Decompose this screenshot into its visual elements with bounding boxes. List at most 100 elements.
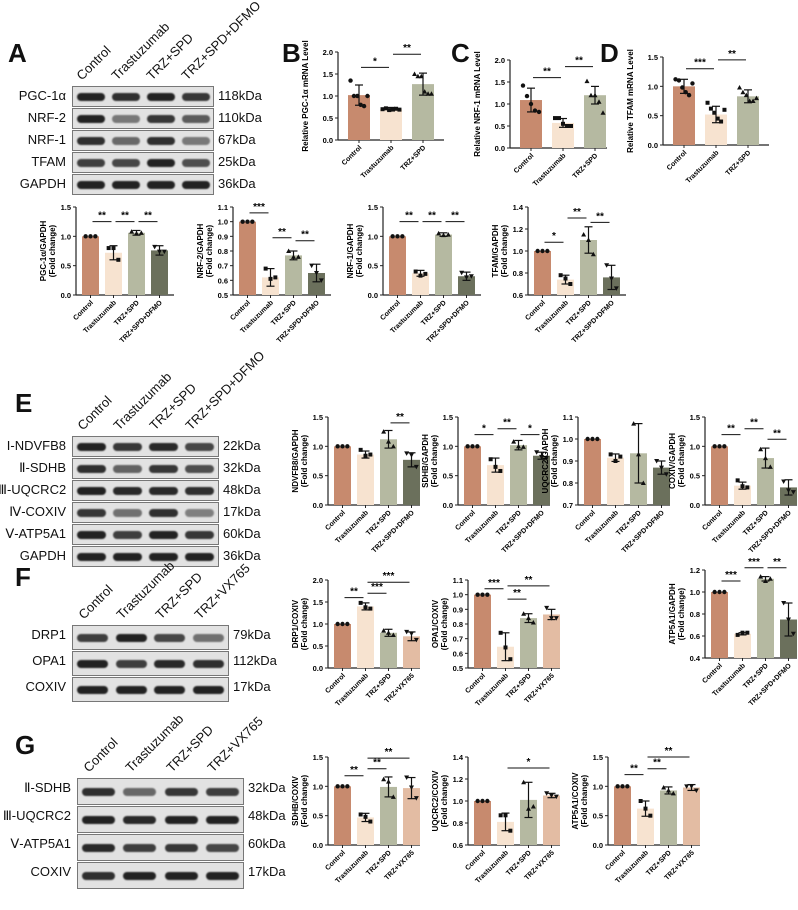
protein-label: TFAM	[31, 154, 66, 169]
bar	[403, 636, 420, 668]
protein-band	[111, 158, 140, 167]
y-axis-label: OPA1/COXIV	[431, 599, 440, 648]
protein-label: Ⅱ-SDHB	[19, 460, 66, 475]
data-point	[380, 107, 385, 112]
protein-label: COXIV	[25, 679, 66, 694]
y-tick-label: 1.5	[313, 753, 323, 762]
panel-label-e: E	[15, 388, 33, 418]
protein-band	[164, 843, 198, 852]
data-point	[286, 248, 292, 253]
data-point	[268, 276, 273, 281]
data-point	[524, 93, 530, 99]
protein-label: COXIV	[30, 864, 71, 879]
protein-band	[115, 685, 147, 694]
y-tick-label: 1.0	[313, 442, 323, 451]
y-axis-label: ATP5A1/COXIV	[571, 772, 580, 830]
blot-strip	[72, 458, 219, 479]
chart-sdhb-coxiv: SDHB/COXIV (Fold change) 0.0 0.5 1.0 1.5 Contr…	[291, 747, 420, 885]
x-tick-label: Control	[72, 299, 95, 322]
panel-label-g: G	[15, 730, 36, 760]
significance-label: **	[525, 575, 533, 586]
data-point	[363, 453, 368, 458]
data-point	[758, 574, 764, 579]
protein-band	[112, 552, 142, 561]
y-tick-label: 1.5	[313, 413, 323, 422]
x-tick-label: TRZ+SPD	[572, 152, 600, 180]
chart-nrf1-gapdh: NRF-1/GAPDH (Fold change) 0.0 0.5 1.0 1.5 Cont…	[346, 203, 481, 345]
y-tick-label: 0.5	[495, 122, 505, 131]
bar	[497, 821, 514, 845]
data-point	[592, 92, 598, 98]
bar	[552, 122, 574, 148]
data-point	[358, 812, 363, 817]
protein-band	[112, 464, 142, 473]
x-tick-label: Control	[324, 509, 347, 532]
significance-label: **	[727, 424, 735, 435]
y-tick-label: 1.5	[313, 598, 323, 607]
protein-label: I-NDVFB8	[6, 438, 66, 453]
data-point	[363, 605, 368, 610]
data-point	[445, 232, 451, 237]
protein-band	[76, 633, 108, 642]
bar	[487, 465, 504, 505]
data-point	[528, 101, 534, 107]
x-tick-label: Trastuzumab	[532, 152, 567, 187]
y-tick-label: 1.0	[368, 232, 378, 241]
y-tick-label: 1.0	[495, 100, 505, 109]
data-point	[543, 456, 549, 461]
data-point	[735, 632, 740, 637]
data-point	[673, 77, 678, 82]
y-axis-label: (Fold change)	[440, 597, 449, 650]
data-point	[781, 601, 787, 606]
data-point	[88, 234, 93, 239]
protein-label: Ⅲ-UQCRC2	[0, 482, 67, 497]
significance-label: **	[278, 227, 286, 238]
protein-band	[76, 92, 105, 101]
protein-band	[149, 464, 179, 473]
blot-strip	[77, 778, 244, 805]
data-point	[569, 124, 573, 128]
chart-atp5a1-coxiv: ATP5A1/COXIV (Fold change) 0.0 0.5 1.0 1.5 Con…	[571, 746, 700, 885]
data-point	[753, 95, 759, 101]
blot-strip	[72, 546, 219, 567]
data-point	[620, 784, 625, 789]
blot-strip	[72, 524, 219, 545]
y-axis-label: (Fold change)	[580, 774, 589, 827]
data-point	[615, 784, 620, 789]
blot-strip	[72, 436, 219, 457]
data-point	[715, 116, 720, 121]
data-point	[786, 488, 791, 493]
data-point	[415, 73, 421, 79]
bar	[474, 801, 491, 845]
data-point	[558, 273, 563, 278]
bar	[403, 459, 420, 505]
protein-band	[149, 508, 179, 517]
data-point	[351, 93, 357, 99]
blot-strip	[72, 677, 229, 702]
y-tick-label: 0.5	[648, 112, 658, 121]
x-tick-label: Control	[341, 144, 364, 167]
data-point	[585, 436, 590, 442]
bar	[334, 786, 351, 845]
lane-label: Control	[74, 581, 116, 622]
significance-label: **	[575, 56, 583, 67]
data-point	[763, 455, 768, 461]
data-point	[663, 472, 669, 477]
y-axis-label: (Fold change)	[500, 224, 509, 277]
chart-pgc1a-gapdh: PGC-1α/GAPDH (Fold change) 0.0 0.5 1.0 1.5 Con…	[39, 203, 174, 345]
significance-label: *	[482, 424, 486, 435]
y-tick-label: 0.8	[218, 247, 228, 256]
data-point	[335, 444, 340, 449]
x-tick-label: Control	[701, 509, 724, 532]
bar	[464, 446, 481, 505]
y-tick-label: 1.0	[453, 591, 463, 600]
bar	[637, 808, 654, 845]
data-point	[530, 804, 536, 809]
chart-uqcrc2-coxiv: UQCRC2/COXIV (Fold change) 0.6 0.8 1.0 1.2 1.4…	[431, 753, 560, 885]
y-tick-label: 0.9	[218, 232, 228, 241]
y-tick-label: 0.5	[593, 812, 603, 821]
y-tick-label: 1.1	[218, 203, 228, 212]
data-point	[475, 592, 480, 597]
data-point	[545, 248, 550, 254]
blot-strip	[72, 174, 214, 195]
